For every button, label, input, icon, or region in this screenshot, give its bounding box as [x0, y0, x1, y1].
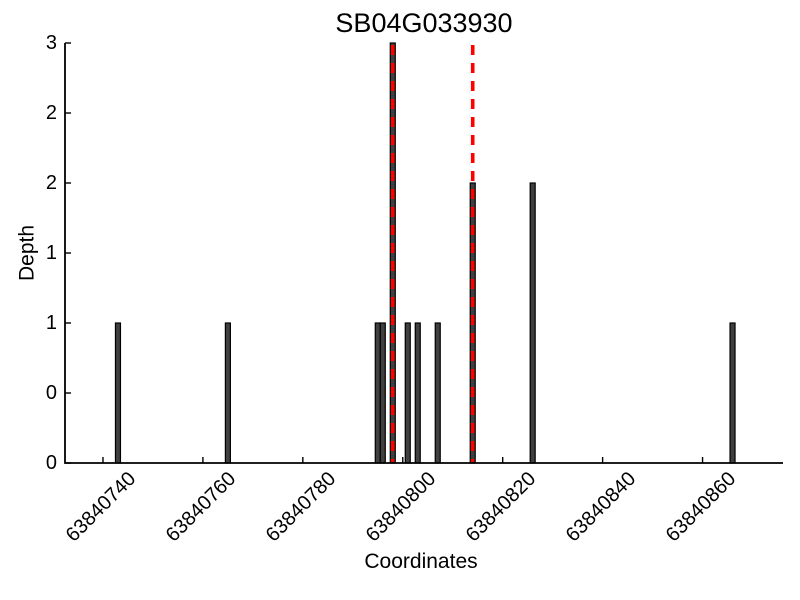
depth-bar — [114, 322, 122, 464]
y-tick-label: 1 — [45, 312, 57, 334]
chart-title: SB04G033930 — [335, 8, 513, 38]
depth-bar — [414, 322, 421, 464]
y-tick-label: 0 — [45, 452, 57, 474]
depth-bar — [374, 322, 381, 464]
depth-bar — [224, 322, 231, 464]
depth-bar — [529, 182, 536, 464]
depth-bar — [404, 322, 411, 464]
depth-bar — [379, 322, 386, 464]
y-tick-label: 1 — [45, 242, 57, 264]
y-tick-label: 0 — [45, 382, 57, 404]
x-axis-label: Coordinates — [364, 550, 478, 573]
depth-bar — [729, 322, 736, 464]
y-tick-label: 2 — [45, 172, 57, 194]
axes-spines — [64, 43, 783, 464]
y-tick-label: 3 — [45, 32, 57, 54]
y-tick-label: 2 — [45, 102, 57, 124]
depth-bar — [434, 322, 441, 464]
